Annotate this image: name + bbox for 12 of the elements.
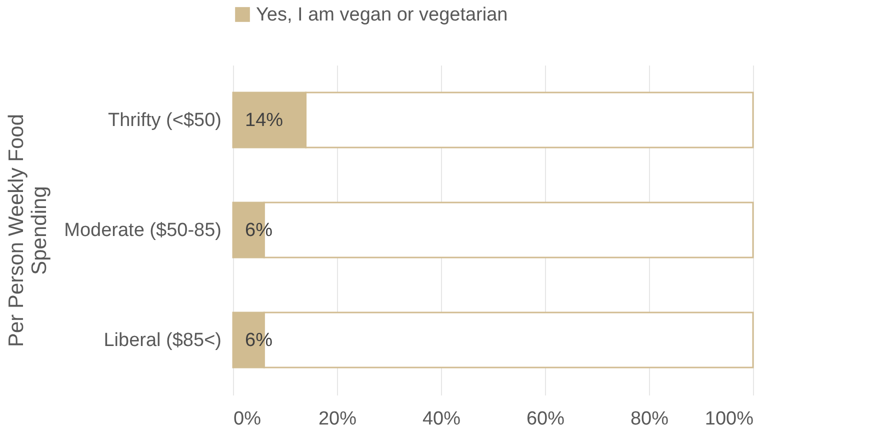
data-label: 14% bbox=[245, 110, 284, 131]
y-tick-label: Thrifty (<$50) bbox=[108, 110, 222, 131]
y-tick-label: Moderate ($50-85) bbox=[64, 220, 222, 241]
x-tick-label: 100% bbox=[704, 408, 754, 430]
y-tick-label: Liberal ($85<) bbox=[104, 330, 222, 351]
x-tick-label: 80% bbox=[630, 408, 669, 430]
y-axis-title: Per Person Weekly Food Spending bbox=[5, 114, 52, 348]
x-tick-label: 60% bbox=[526, 408, 565, 430]
x-tick-label: 40% bbox=[422, 408, 461, 430]
x-tick-label: 20% bbox=[318, 408, 357, 430]
x-tick-label: 0% bbox=[234, 408, 262, 430]
legend-label: Yes, I am vegan or vegetarian bbox=[256, 4, 508, 26]
